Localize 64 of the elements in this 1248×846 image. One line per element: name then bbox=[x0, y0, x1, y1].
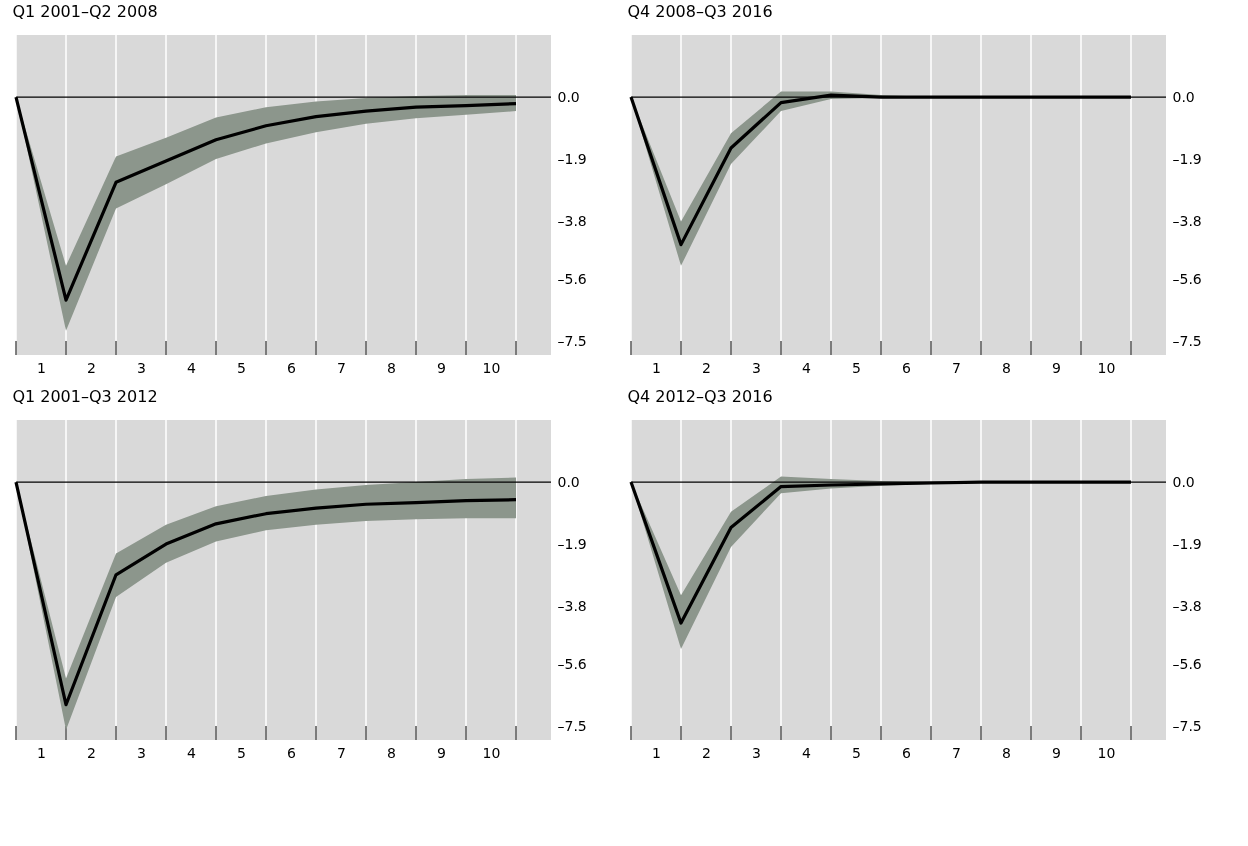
y-tick-label: –5.6 bbox=[1172, 656, 1202, 673]
x-tick-label: 7 bbox=[952, 744, 961, 761]
x-tick-label: 7 bbox=[952, 359, 961, 376]
x-tick-label: 1 bbox=[37, 359, 46, 376]
x-tick-label: 9 bbox=[437, 744, 446, 761]
x-tick-label: 4 bbox=[802, 744, 812, 761]
x-tick-label: 7 bbox=[337, 744, 346, 761]
x-tick-label: 6 bbox=[902, 359, 912, 376]
chart-title: Q1 2001–Q3 2012 bbox=[12, 387, 158, 407]
y-tick-label: 0.0 bbox=[1172, 473, 1195, 490]
x-tick-label: 5 bbox=[237, 359, 246, 376]
x-tick-label: 3 bbox=[137, 359, 146, 376]
y-tick-label: –1.9 bbox=[1172, 150, 1202, 167]
x-tick-label: 1 bbox=[652, 744, 661, 761]
x-tick-label: 6 bbox=[902, 744, 912, 761]
x-tick-label: 8 bbox=[387, 359, 396, 376]
chart-title: Q1 2001–Q2 2008 bbox=[12, 2, 158, 22]
x-tick-label: 7 bbox=[337, 359, 346, 376]
x-tick-label: 3 bbox=[137, 744, 146, 761]
x-tick-label: 3 bbox=[752, 744, 761, 761]
x-tick-label: 3 bbox=[752, 359, 761, 376]
y-tick-label: –1.9 bbox=[1172, 535, 1202, 552]
y-tick-label: –7.5 bbox=[557, 333, 587, 350]
x-tick-label: 2 bbox=[87, 744, 96, 761]
x-tick-label: 5 bbox=[852, 744, 861, 761]
x-tick-label: 4 bbox=[187, 359, 197, 376]
chart-title: Q4 2008–Q3 2016 bbox=[627, 2, 773, 22]
y-tick-label: –3.8 bbox=[557, 212, 587, 229]
y-tick-label: 0.0 bbox=[557, 88, 580, 105]
chart-title: Q4 2012–Q3 2016 bbox=[627, 387, 773, 407]
y-tick-label: –7.5 bbox=[557, 718, 587, 735]
x-tick-label: 8 bbox=[387, 744, 396, 761]
x-tick-label: 5 bbox=[852, 359, 861, 376]
y-tick-label: –5.6 bbox=[557, 271, 587, 288]
x-tick-label: 4 bbox=[802, 359, 812, 376]
x-tick-label: 10 bbox=[482, 359, 501, 376]
x-tick-label: 1 bbox=[37, 744, 46, 761]
x-tick-label: 6 bbox=[287, 359, 297, 376]
x-tick-label: 2 bbox=[702, 359, 711, 376]
y-tick-label: –5.6 bbox=[557, 656, 587, 673]
y-tick-label: –1.9 bbox=[557, 535, 587, 552]
x-tick-label: 5 bbox=[237, 744, 246, 761]
x-tick-label: 2 bbox=[702, 744, 711, 761]
x-tick-label: 9 bbox=[437, 359, 446, 376]
x-tick-label: 6 bbox=[287, 744, 297, 761]
x-tick-label: 1 bbox=[652, 359, 661, 376]
x-tick-label: 4 bbox=[187, 744, 197, 761]
y-tick-label: –7.5 bbox=[1172, 718, 1202, 735]
x-tick-label: 10 bbox=[482, 744, 501, 761]
y-tick-label: –3.8 bbox=[557, 597, 587, 614]
y-tick-label: –5.6 bbox=[1172, 271, 1202, 288]
y-tick-label: –3.8 bbox=[1172, 212, 1202, 229]
x-tick-label: 8 bbox=[1002, 744, 1011, 761]
x-tick-label: 10 bbox=[1097, 744, 1116, 761]
x-tick-label: 2 bbox=[87, 359, 96, 376]
y-tick-label: 0.0 bbox=[1172, 88, 1195, 105]
y-tick-label: 0.0 bbox=[557, 473, 580, 490]
y-tick-label: –3.8 bbox=[1172, 597, 1202, 614]
x-tick-label: 9 bbox=[1052, 744, 1061, 761]
y-tick-label: –1.9 bbox=[557, 150, 587, 167]
x-tick-label: 8 bbox=[1002, 359, 1011, 376]
y-tick-label: –7.5 bbox=[1172, 333, 1202, 350]
x-tick-label: 10 bbox=[1097, 359, 1116, 376]
x-tick-label: 9 bbox=[1052, 359, 1061, 376]
